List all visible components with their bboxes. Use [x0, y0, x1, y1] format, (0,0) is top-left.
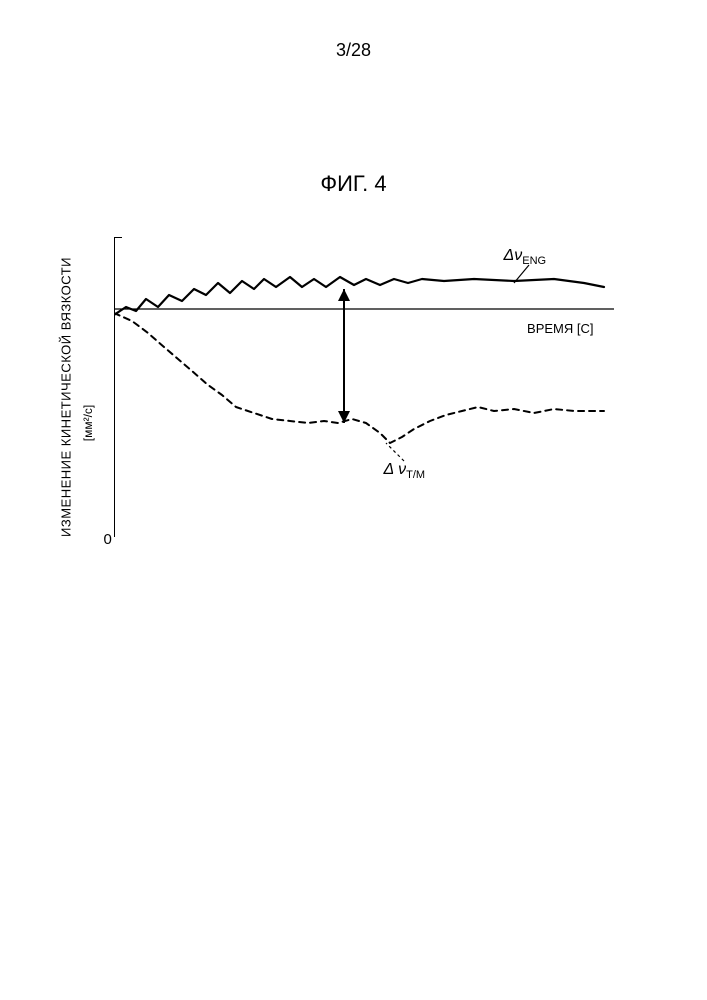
origin-label: 0 [104, 531, 112, 548]
viscosity-chart: ИЗМЕНЕНИЕ КИНЕТИЧЕСКОЙ ВЯЗКОСТИ [мм²/с] … [84, 237, 624, 557]
chart-svg [114, 237, 614, 537]
y-axis-unit: [мм²/с] [81, 404, 95, 441]
y-axis-label: ИЗМЕНЕНИЕ КИНЕТИЧЕСКОЙ ВЯЗКОСТИ [58, 257, 73, 537]
figure-title: ФИГ. 4 [0, 171, 707, 197]
page-number: 3/28 [0, 0, 707, 61]
